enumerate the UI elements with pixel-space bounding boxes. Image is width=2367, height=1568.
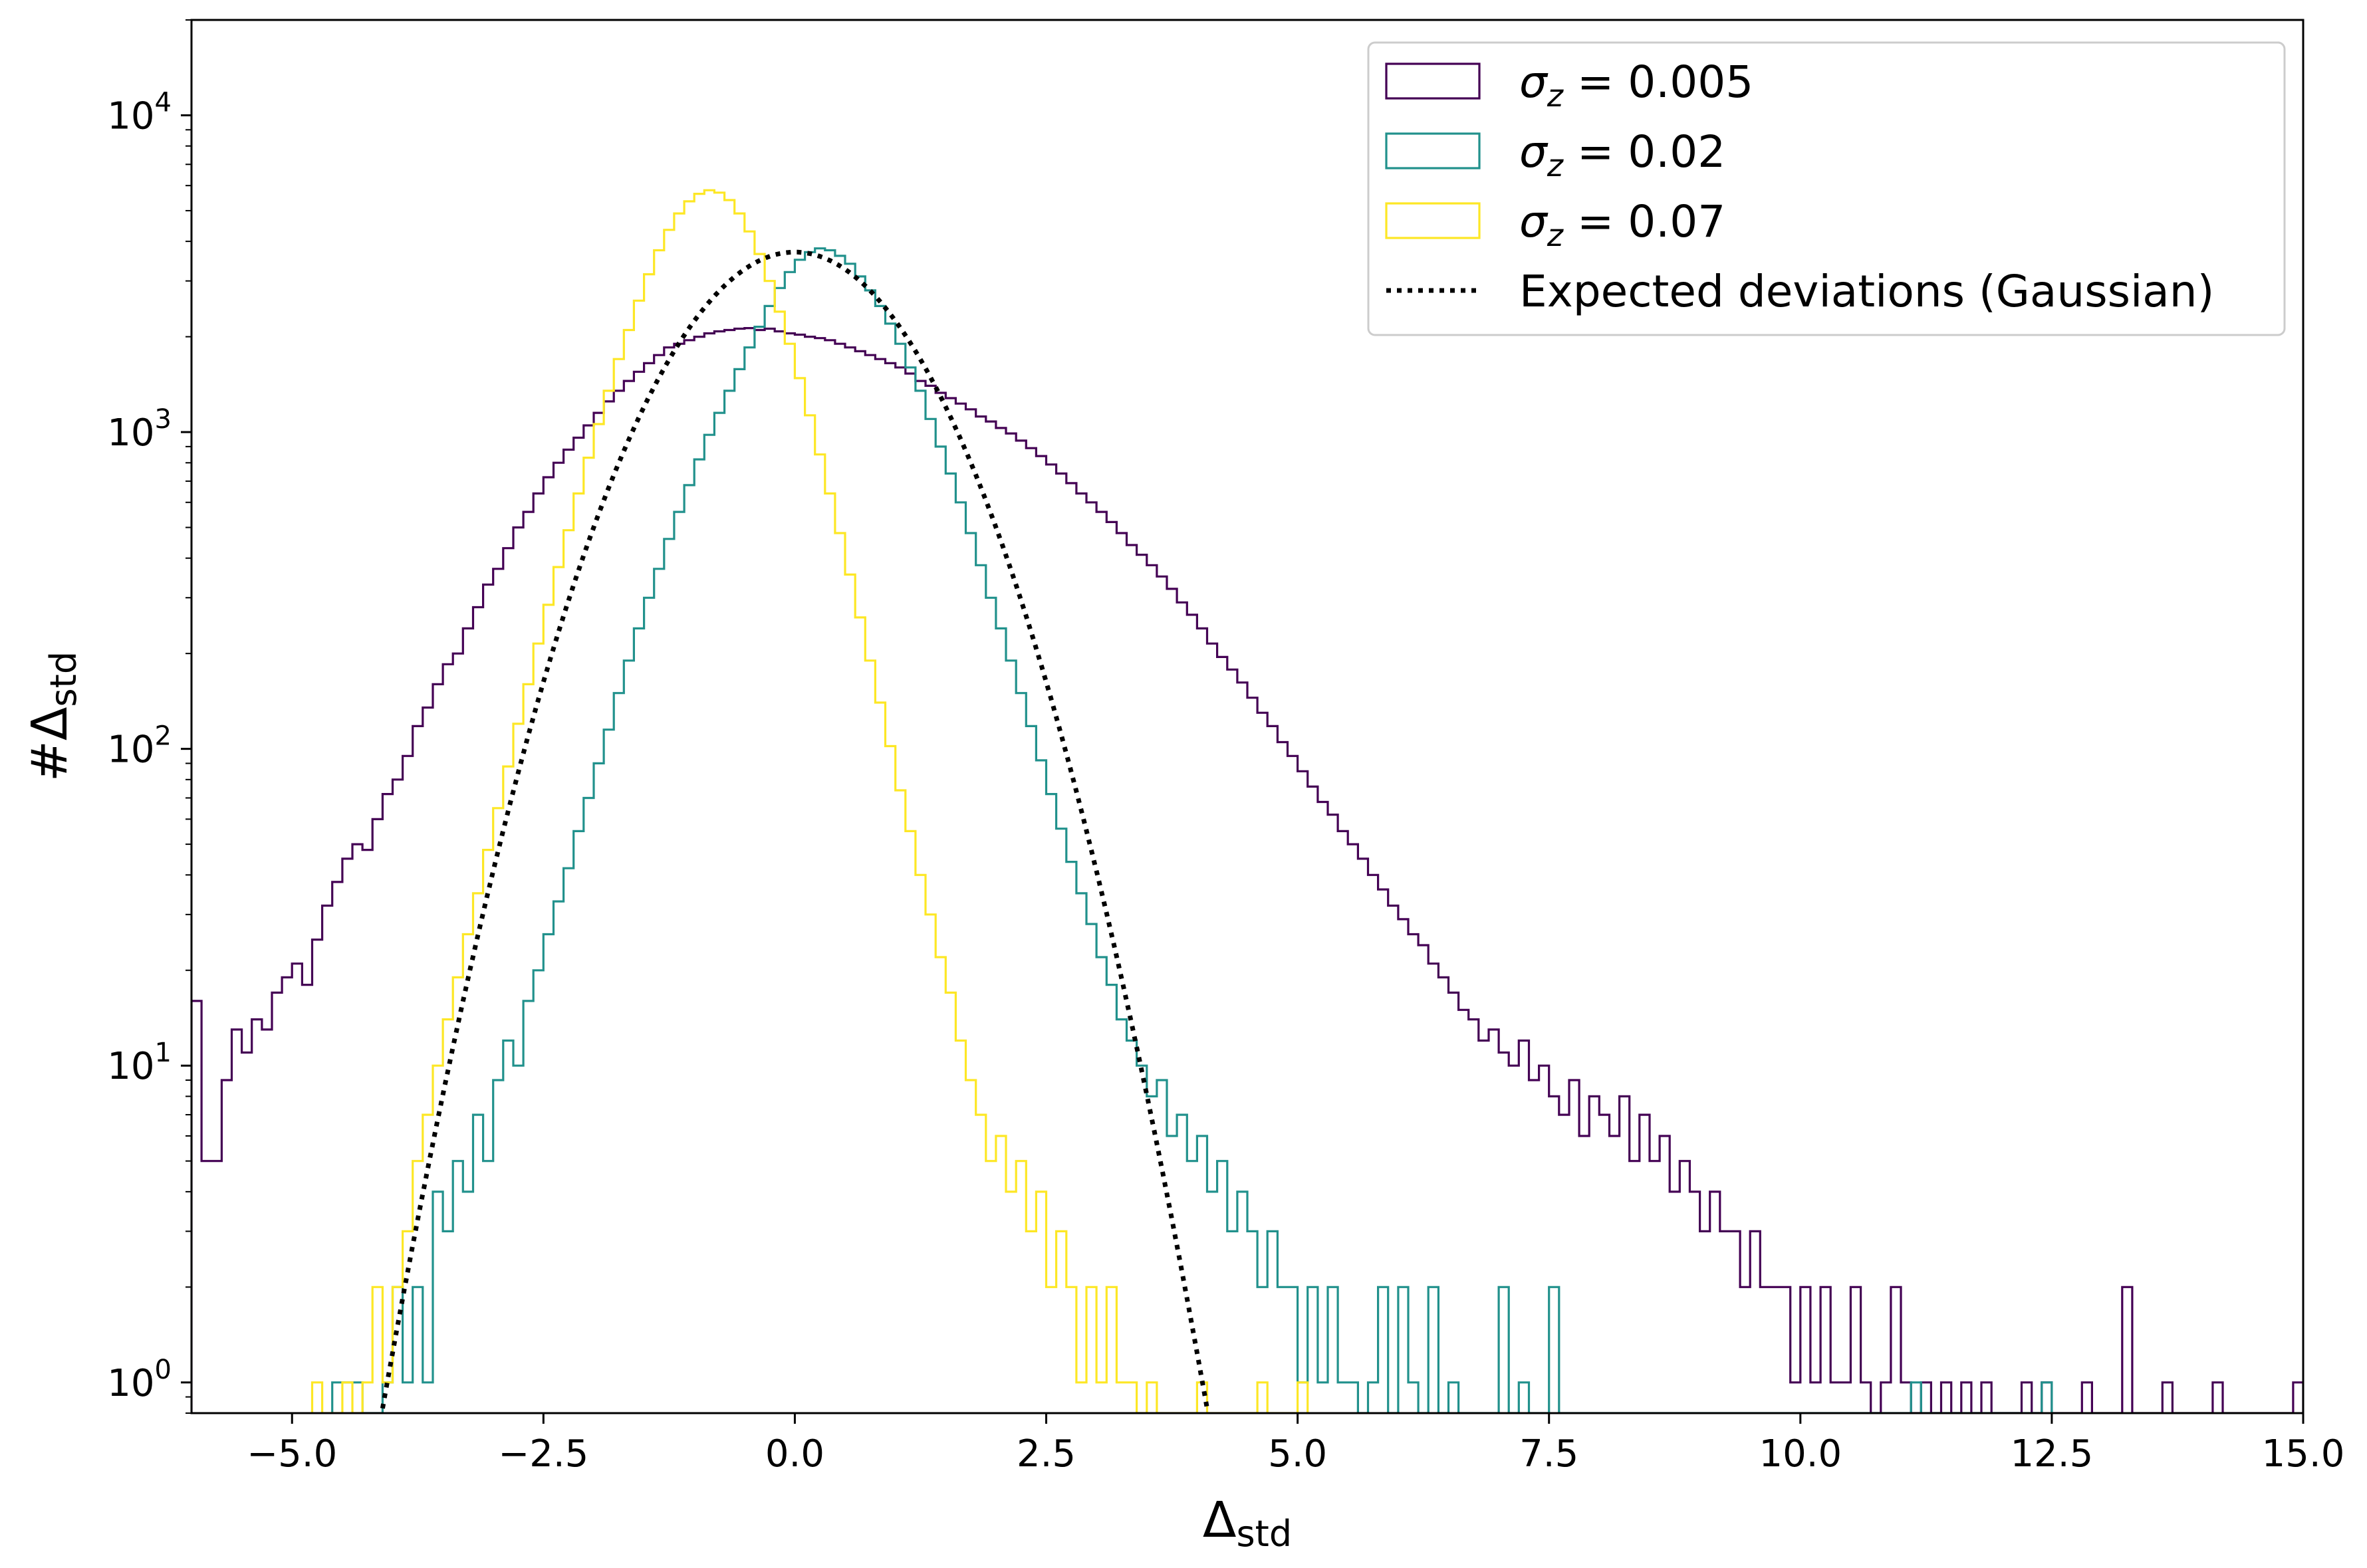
legend: σz = 0.005 σz = 0.02 σz = 0.07 Expected dev…	[1367, 41, 2286, 336]
legend-label-3: Expected deviations (Gaussian)	[1519, 266, 2214, 317]
y-tick-label: 100	[107, 1355, 172, 1405]
y-tick-label: 103	[107, 404, 172, 455]
x-tick-label: 10.0	[1759, 1432, 1842, 1476]
legend-label-0: σz = 0.005	[1519, 56, 1753, 114]
y-tick-label: 101	[107, 1038, 172, 1088]
x-tick-label: 2.5	[1017, 1432, 1076, 1476]
y-tick-label: 102	[107, 721, 172, 772]
x-tick-label: 7.5	[1519, 1432, 1578, 1476]
x-axis: −5.0 −2.5 0.0 2.5 5.0 7.5 10.0 12.5 15.0	[247, 1413, 2344, 1476]
x-tick-label: −5.0	[247, 1432, 337, 1476]
legend-swatch-2	[1385, 202, 1481, 239]
y-axis: 100 101 102 103 104	[107, 19, 191, 1414]
x-axis-title: Δstd	[1203, 1492, 1292, 1555]
histogram-series-2	[311, 189, 1309, 1413]
legend-label-1: σz = 0.02	[1519, 126, 1725, 183]
x-tick-label: 12.5	[2011, 1432, 2094, 1476]
y-tick-label: 104	[107, 87, 172, 138]
x-tick-label: −2.5	[498, 1432, 588, 1476]
histogram-series-0	[191, 327, 2303, 1413]
legend-label-2: σz = 0.07	[1519, 196, 1725, 253]
y-axis-title: #Δstd	[21, 651, 84, 782]
histogram-series-1	[331, 247, 2053, 1413]
legend-swatch-0	[1385, 62, 1481, 100]
plot-frame	[190, 19, 2305, 1414]
x-tick-label: 5.0	[1268, 1432, 1327, 1476]
series-layer	[191, 189, 2303, 1413]
x-tick-label: 0.0	[765, 1432, 824, 1476]
legend-swatch-1	[1385, 132, 1481, 169]
legend-box	[1367, 41, 2286, 336]
x-tick-label: 15.0	[2262, 1432, 2345, 1476]
